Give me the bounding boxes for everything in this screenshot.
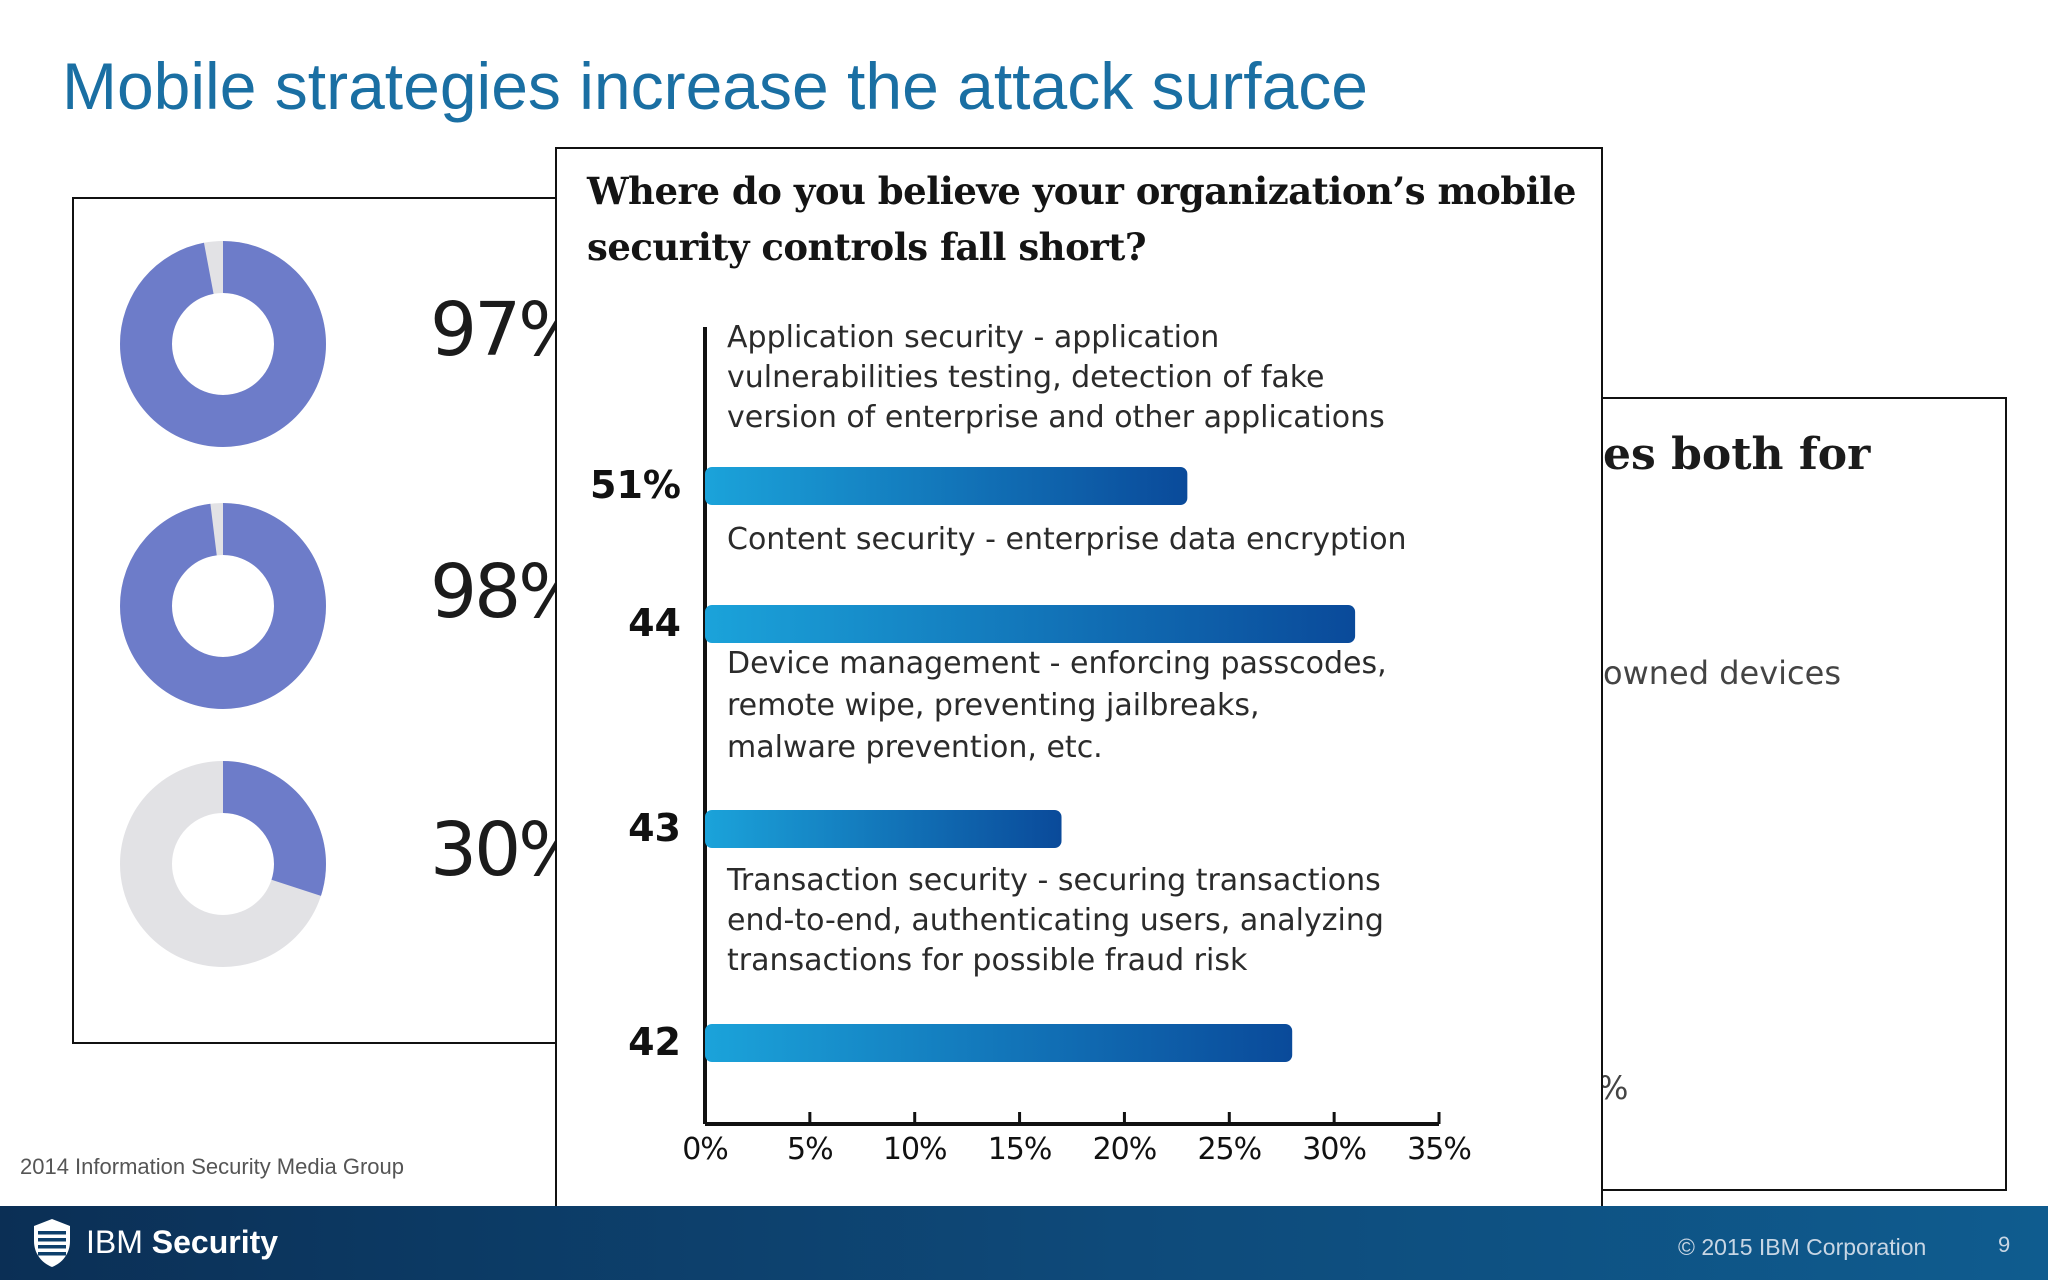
copyright-text: © 2015 IBM Corporation — [1678, 1234, 1927, 1260]
slide-title: Mobile strategies increase the attack su… — [62, 49, 1368, 123]
donut-chart — [120, 241, 326, 447]
category-label: vulnerabilities testing, detection of fa… — [727, 360, 1325, 395]
x-tick-label: 20% — [1093, 1132, 1157, 1167]
bar-value-label: 51% — [590, 463, 681, 507]
footer-bar: IBM Security © 2015 IBM Corporation 9 — [0, 1206, 2048, 1280]
x-tick-label: 0% — [682, 1132, 728, 1167]
partial-percent: % — [1598, 1069, 1629, 1107]
bar — [705, 605, 1356, 643]
bar-value-label: 43 — [628, 806, 681, 850]
partial-text: owned devices — [1603, 654, 1841, 692]
x-tick-label: 10% — [883, 1132, 947, 1167]
x-tick-label: 5% — [787, 1132, 833, 1167]
donut-value-arc — [120, 241, 326, 447]
category-label: end-to-end, authenticating users, analyz… — [727, 903, 1384, 938]
bar — [705, 810, 1062, 848]
bar-chart-card: Where do you believe your organization’s… — [555, 147, 1603, 1227]
donut-chart — [120, 503, 326, 709]
donut-row: 98% — [118, 501, 598, 711]
category-label: version of enterprise and other applicat… — [727, 400, 1385, 435]
bar-chart: 0% 5% 10% 15% 20% 25% 30% 35% Application securi… — [590, 320, 1472, 1167]
chart-title: Where do you believe your organization’s… — [587, 169, 1576, 269]
category-label: Device management - enforcing passcodes, — [727, 646, 1387, 681]
donut-chart — [120, 761, 326, 967]
bar-value-label: 44 — [628, 601, 681, 645]
category-label: Transaction security - securing transact… — [726, 863, 1381, 898]
x-tick-label: 25% — [1197, 1132, 1261, 1167]
bar — [705, 467, 1188, 505]
category-label: remote wipe, preventing jailbreaks, — [727, 688, 1260, 723]
page-number: 9 — [1998, 1232, 2011, 1257]
brand-ibm: IBM — [86, 1224, 143, 1260]
bar-value-label: 42 — [628, 1020, 681, 1064]
donut-value-arc — [120, 761, 326, 967]
donut-value-arc — [120, 503, 326, 709]
donut-stats-card: 97% 98% 30% — [72, 197, 632, 1044]
x-tick-label: 35% — [1407, 1132, 1471, 1167]
bar — [705, 1024, 1293, 1062]
partially-hidden-card: es both for owned devices % — [1560, 397, 2007, 1191]
category-label: Content security - enterprise data encry… — [727, 522, 1407, 557]
partial-heading: es both for — [1603, 429, 1871, 480]
brand-security: Security — [151, 1224, 279, 1260]
x-tick-label: 15% — [988, 1132, 1052, 1167]
source-note: 2014 Information Security Media Group — [20, 1154, 404, 1179]
category-label: malware prevention, etc. — [727, 730, 1103, 765]
donut-row: 97% — [118, 239, 598, 449]
x-tick-label: 30% — [1302, 1132, 1366, 1167]
category-label: transactions for possible fraud risk — [727, 943, 1248, 978]
ibm-security-logo-icon — [34, 1219, 70, 1267]
category-label: Application security - application — [727, 320, 1219, 355]
footer-brand: IBM Security — [86, 1224, 278, 1261]
donut-row: 30% — [118, 759, 598, 969]
